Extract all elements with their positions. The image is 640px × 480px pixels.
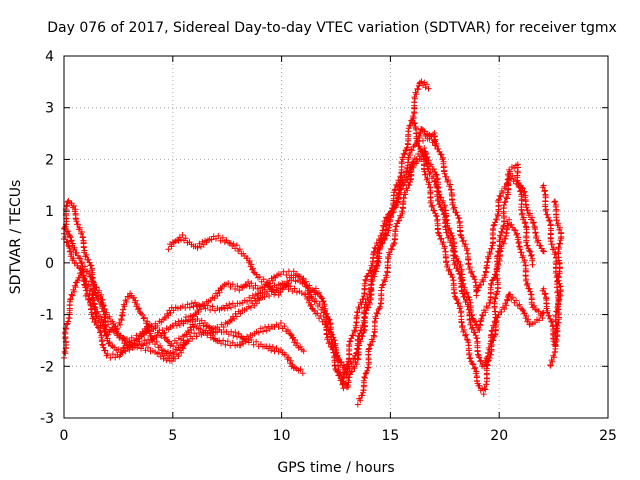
- y-tick-label: 1: [45, 204, 54, 220]
- series-track: [61, 126, 438, 380]
- x-tick-label: 10: [273, 428, 291, 444]
- series-track: [165, 232, 284, 298]
- data-marks: [61, 78, 565, 408]
- y-tick-label: 4: [45, 49, 54, 65]
- y-tick-label: 0: [45, 256, 54, 272]
- x-tick-label: 0: [60, 428, 69, 444]
- x-tick-label: 20: [490, 428, 508, 444]
- x-axis-title: GPS time / hours: [277, 460, 394, 476]
- plot-frame: [63, 55, 609, 419]
- series-track: [82, 291, 307, 361]
- tick-labels: 0 5 10 15 20 25 -3 -2 -1 0 1 2 3 4: [40, 49, 617, 444]
- series-track: [539, 198, 565, 349]
- y-axis-title: SDTVAR / TECUs: [8, 180, 24, 295]
- series-track: [409, 115, 536, 398]
- series-track: [420, 130, 547, 299]
- series-track: [180, 268, 319, 325]
- y-tick-label: -3: [40, 411, 54, 427]
- series-track: [61, 234, 306, 377]
- x-tick-label: 5: [168, 428, 177, 444]
- chart-title: Day 076 of 2017, Sidereal Day-to-day VTE…: [47, 20, 617, 36]
- x-tick-label: 25: [599, 428, 617, 444]
- y-tick-label: 2: [45, 152, 54, 168]
- series-track: [61, 78, 432, 392]
- y-tick-label: -2: [40, 359, 54, 375]
- x-tick-label: 15: [381, 428, 399, 444]
- series-track: [354, 151, 547, 408]
- y-tick-label: 3: [45, 101, 54, 117]
- y-tick-label: -1: [40, 308, 54, 324]
